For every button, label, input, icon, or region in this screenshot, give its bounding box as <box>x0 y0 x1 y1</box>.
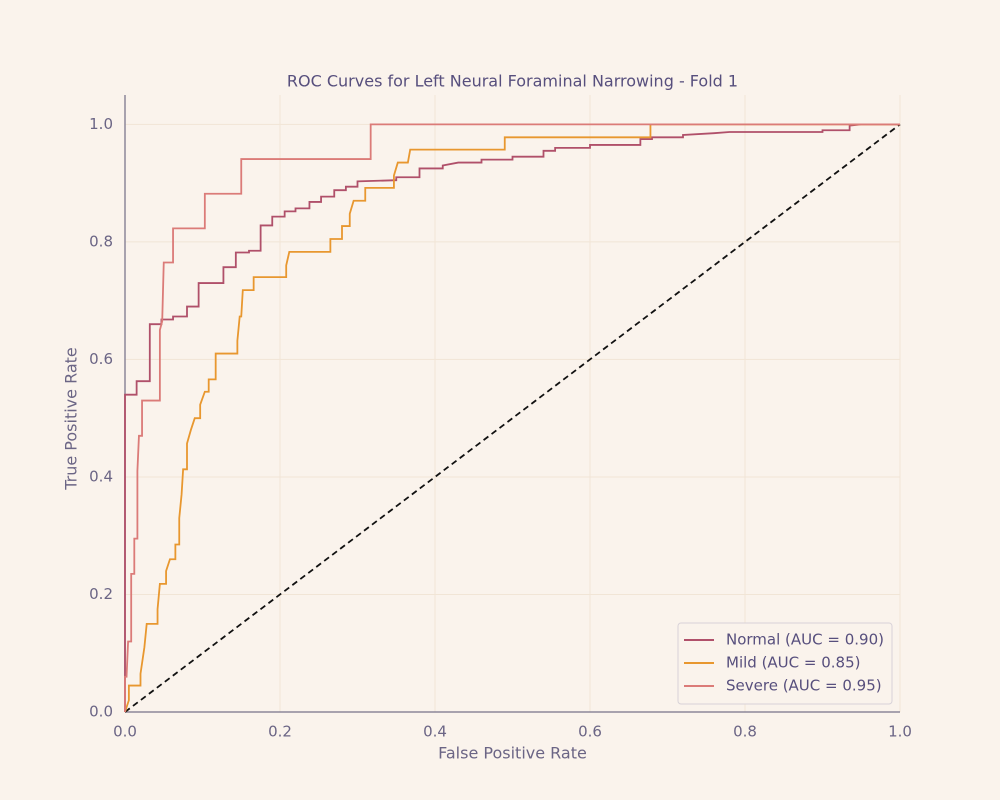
y-tick-label: 0.4 <box>89 467 113 485</box>
x-tick-label: 0.0 <box>113 723 137 741</box>
legend-label: Severe (AUC = 0.95) <box>726 677 882 695</box>
legend-box <box>677 622 893 705</box>
y-tick-label: 0.0 <box>89 703 113 721</box>
x-tick-label: 0.8 <box>733 723 757 741</box>
x-tick-label: 1.0 <box>888 723 912 741</box>
y-tick-label: 1.0 <box>89 115 113 133</box>
legend-label: Normal (AUC = 0.90) <box>726 631 884 649</box>
roc-curve <box>124 123 900 713</box>
x-tick-label: 0.4 <box>423 723 447 741</box>
chance-line <box>124 123 901 713</box>
chart-title: ROC Curves for Left Neural Foraminal Nar… <box>287 72 738 91</box>
legend-label: Mild (AUC = 0.85) <box>726 654 861 672</box>
x-tick-label: 0.2 <box>268 723 292 741</box>
roc-curve <box>124 123 900 712</box>
x-tick-label: 0.6 <box>578 723 602 741</box>
y-tick-label: 0.6 <box>89 350 113 368</box>
roc-curve <box>124 123 900 712</box>
y-axis-label: True Positive Rate <box>62 347 81 491</box>
y-tick-label: 0.2 <box>89 585 113 603</box>
x-axis-label: False Positive Rate <box>438 744 587 763</box>
y-tick-label: 0.8 <box>89 232 113 250</box>
